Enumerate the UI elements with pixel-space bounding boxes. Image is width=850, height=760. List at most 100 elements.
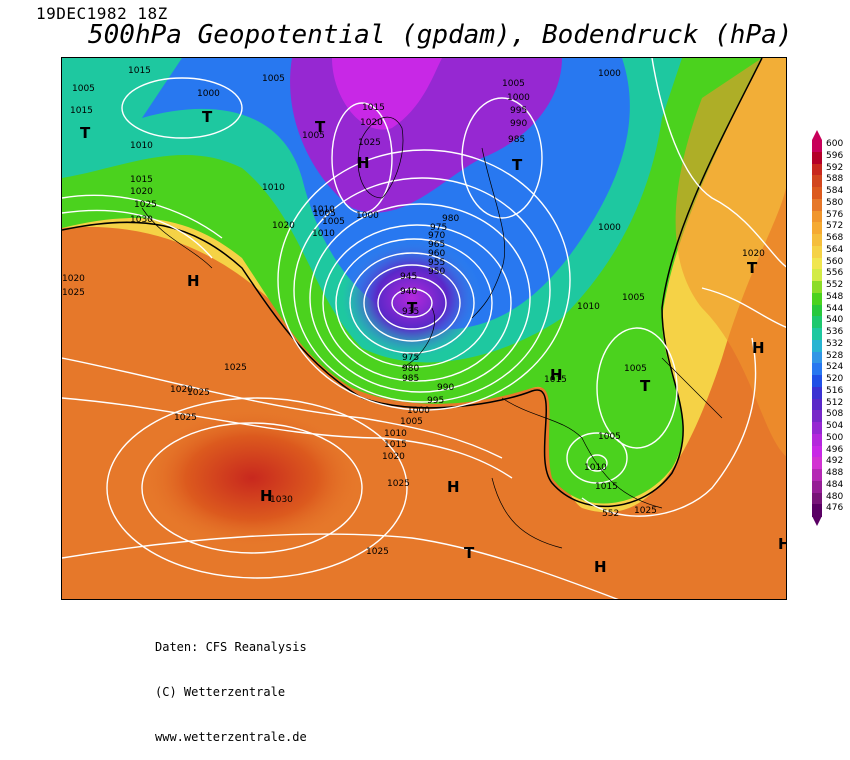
legend-swatch (812, 339, 822, 352)
isobar-label: 1025 (634, 506, 657, 516)
isobar-label: 1010 (577, 302, 600, 312)
legend-swatch (812, 445, 822, 458)
isobar-label: 990 (437, 383, 454, 393)
pressure-center-high: H (550, 366, 563, 384)
isobar-label: 1000 (356, 211, 379, 221)
map-canvas: 1015 1005 1000 1015 1005 1010 1010 1005 … (62, 58, 787, 599)
isobar-label: 1020 (272, 221, 295, 231)
isobar-label: 1025 (224, 363, 247, 373)
pressure-center-low: T (747, 259, 758, 277)
legend-swatch (812, 175, 822, 188)
isobar-label: 985 (402, 374, 419, 384)
legend-swatch (812, 457, 822, 470)
isobar-label: 1005 (400, 417, 423, 427)
isobar-label: 1025 (134, 200, 157, 210)
isobar-label: 1005 (313, 209, 336, 219)
isobar-label: 995 (427, 396, 444, 406)
legend-swatch (812, 281, 822, 294)
weather-map: 1015 1005 1000 1015 1005 1010 1010 1005 … (61, 57, 787, 600)
isobar-label: 980 (402, 364, 419, 374)
legend-swatch (812, 222, 822, 235)
isobar-label: 1010 (262, 183, 285, 193)
legend-tick-label: 496 (826, 444, 844, 455)
isobar-label: 1025 (366, 547, 389, 557)
pressure-center-high: H (447, 478, 460, 496)
isobar-label: 1020 (170, 385, 193, 395)
isobar-label: 1005 (302, 131, 325, 141)
legend-swatch (812, 304, 822, 317)
map-title: 500hPa Geopotential (gpdam), Bodendruck … (88, 20, 793, 50)
isobar-label: 1025 (187, 388, 210, 398)
legend-tick-label: 560 (826, 256, 844, 267)
isobar-label: 990 (510, 119, 527, 129)
isobar-label: 1015 (595, 482, 618, 492)
isobar-label: 1010 (312, 205, 335, 215)
pressure-center-low: T (80, 124, 91, 142)
isobar-label: 1005 (622, 293, 645, 303)
isobar-label: 1010 (584, 463, 607, 473)
isobar-label: 1020 (360, 118, 383, 128)
isobar-label: 1000 (197, 89, 220, 99)
legend-tick-label: 600 (826, 139, 844, 149)
isobars (62, 58, 786, 599)
legend-tick-label: 504 (826, 421, 844, 431)
pressure-center-high: H (778, 535, 787, 553)
isobar-label: 955 (428, 258, 445, 268)
isobar-label: 1015 (384, 440, 407, 450)
isobar-label: 980 (442, 214, 459, 224)
isobar-label: 1005 (322, 217, 345, 227)
isobar-label: 1000 (598, 69, 621, 79)
legend-tick-label: 576 (826, 209, 844, 220)
legend-tick-label: 556 (826, 268, 844, 279)
isobar-label: 1015 (128, 66, 151, 76)
isobar-label: 1005 (262, 74, 285, 84)
legend-swatch (812, 480, 822, 493)
legend-tick-label: 520 (826, 374, 844, 384)
isobar-label: 1015 (544, 375, 567, 385)
isobar-labels: 1015 1005 1000 1015 1005 1010 1010 1005 … (62, 66, 765, 557)
legend-swatch (812, 504, 822, 517)
pressure-center-low: T (512, 156, 523, 174)
zone-east-orange (675, 58, 786, 457)
pressure-center-high: H (752, 339, 765, 357)
legend-swatch (812, 163, 822, 176)
pressure-center-low: T (407, 299, 418, 317)
legend-swatch (812, 140, 822, 153)
legend-tick-label: 524 (826, 362, 844, 373)
isobar-label: 1020 (62, 274, 85, 284)
legend-tick-label: 488 (826, 468, 844, 478)
isobar-label: 975 (430, 223, 447, 233)
isobar-label: 1020 (382, 452, 405, 462)
contour-label: 552 (602, 509, 619, 519)
pressure-centers: T T T T H T H T T H H H T H H H (80, 108, 787, 576)
isobar-label: 1005 (624, 364, 647, 374)
legend-tick-label: 592 (826, 162, 844, 173)
isobar-label: 1005 (72, 84, 95, 94)
pressure-center-high: H (594, 558, 607, 576)
legend-tick-label: 512 (826, 397, 844, 408)
isobar-label: 1025 (387, 479, 410, 489)
legend-swatch (812, 187, 822, 200)
legend-swatch (812, 492, 822, 505)
map-date: 19DEC1982 18Z (36, 4, 168, 23)
legend-tick-label: 532 (826, 338, 844, 349)
isobar-label: 1015 (70, 106, 93, 116)
isobar-label: 965 (428, 240, 445, 250)
isobar-label: 1020 (130, 187, 153, 197)
legend-tick-label: 476 (826, 503, 844, 514)
pressure-center-low: T (315, 118, 326, 136)
pressure-center-high: H (260, 487, 273, 505)
isobar-label: 1010 (312, 229, 335, 239)
legend-swatch (812, 469, 822, 482)
footer-credits: Daten: CFS Reanalysis (C) Wetterzentrale… (155, 610, 307, 760)
isobar-label: 950 (428, 267, 445, 277)
footer-copyright: (C) Wetterzentrale (155, 685, 286, 699)
isobar-label: 1000 (507, 93, 530, 103)
isobar-label: 1030 (270, 495, 293, 505)
legend-swatch (812, 398, 822, 411)
isobar-label: 970 (428, 231, 445, 241)
isobar-label: 1010 (130, 141, 153, 151)
legend-tick-label: 580 (826, 197, 844, 208)
legend-swatch (812, 422, 822, 435)
isobar-label: 1020 (742, 249, 765, 259)
